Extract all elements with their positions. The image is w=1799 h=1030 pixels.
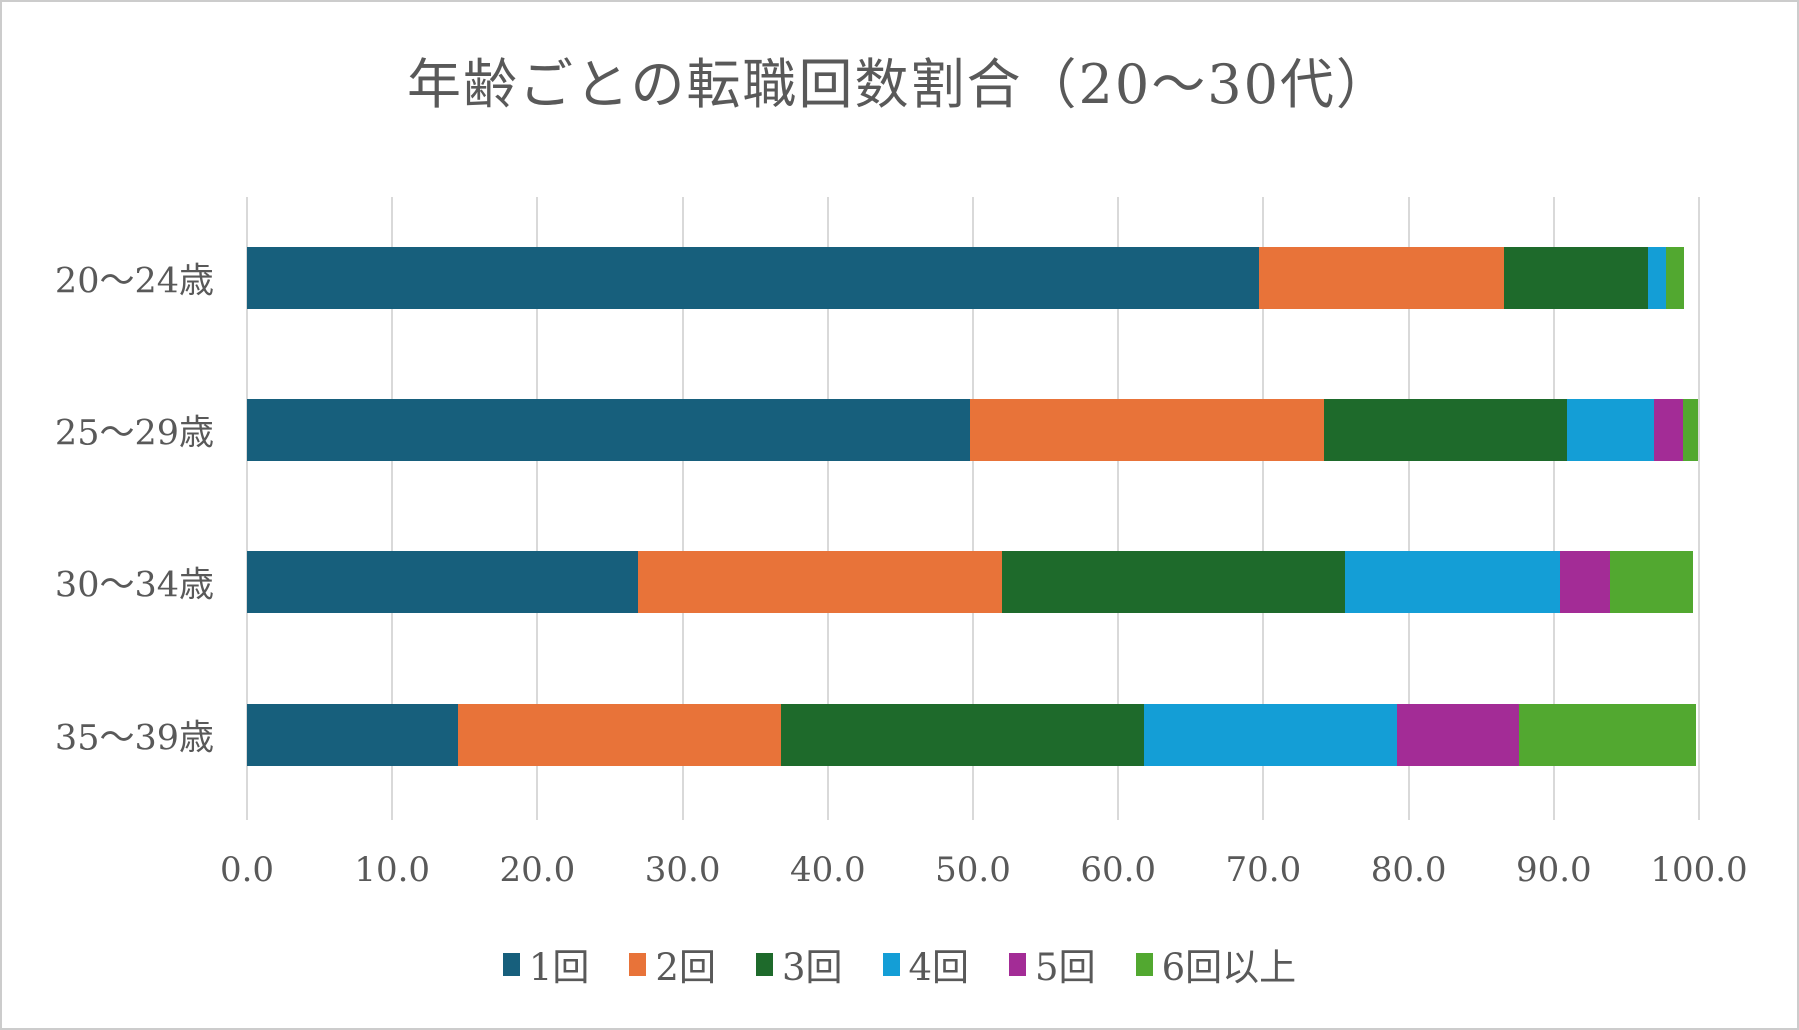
x-tick-label: 30.0 — [644, 850, 721, 890]
bar-segment — [1396, 704, 1519, 766]
legend-swatch — [502, 952, 520, 976]
x-tick-label: 90.0 — [1515, 850, 1592, 890]
legend-item: 4回 — [882, 937, 970, 991]
bar-segment — [1344, 551, 1560, 613]
legend-label: 4回 — [908, 946, 970, 989]
bar-segment — [247, 704, 458, 766]
bar-segment — [1518, 704, 1697, 766]
bar-row — [247, 704, 1699, 766]
y-category-label: 35〜39歳 — [54, 718, 214, 759]
x-tick-label: 40.0 — [789, 850, 866, 890]
bar-row — [247, 551, 1699, 613]
x-tick-label: 50.0 — [935, 850, 1011, 890]
bar-segment — [457, 704, 782, 766]
gridline — [826, 197, 829, 820]
bar-segment — [1653, 399, 1684, 461]
bar-segment — [637, 551, 1003, 613]
gridline — [1407, 197, 1410, 820]
gridline — [1262, 197, 1265, 820]
gridline — [1698, 197, 1700, 820]
bar-segment — [1665, 247, 1685, 309]
legend-swatch — [755, 952, 773, 976]
x-tick-label: 20.0 — [499, 850, 576, 890]
bar-segment — [247, 247, 1260, 309]
gridline — [391, 197, 394, 820]
legend-swatch — [882, 952, 900, 976]
bar-segment — [247, 551, 638, 613]
legend-swatch — [1135, 952, 1153, 976]
gridline — [246, 197, 248, 820]
bar-segment — [1002, 551, 1345, 613]
bar-segment — [1559, 551, 1611, 613]
legend-swatch — [1009, 952, 1027, 976]
x-tick-label: 80.0 — [1370, 850, 1447, 890]
bar-segment — [1324, 399, 1567, 461]
y-category-label: 25〜29歳 — [54, 413, 214, 454]
x-tick-label: 0.0 — [219, 850, 275, 890]
bar-row — [247, 247, 1699, 309]
bar-segment — [1648, 247, 1666, 309]
chart-title: 年齢ごとの転職回数割合（20〜30代） — [407, 53, 1392, 116]
bar-segment — [1504, 247, 1649, 309]
legend-item: 3回 — [755, 937, 843, 991]
legend-label: 5回 — [1035, 946, 1096, 989]
legend-item: 6回以上 — [1135, 937, 1297, 991]
bar-segment — [970, 399, 1325, 461]
bar-segment — [781, 704, 1145, 766]
y-category-label: 30〜34歳 — [54, 565, 214, 606]
bar-segment — [1566, 399, 1654, 461]
bar-segment — [1144, 704, 1397, 766]
x-tick-label: 60.0 — [1080, 850, 1157, 890]
bar-row — [247, 399, 1699, 461]
legend-item: 5回 — [1009, 937, 1096, 991]
legend-item: 2回 — [629, 937, 716, 991]
gridline — [681, 197, 684, 820]
x-tick-label: 10.0 — [354, 850, 431, 890]
x-tick-label: 100.0 — [1650, 850, 1748, 890]
gridline — [972, 197, 974, 820]
gridline — [536, 197, 539, 820]
x-tick-label: 70.0 — [1225, 850, 1302, 890]
legend-label: 1回 — [528, 946, 590, 989]
bar-segment — [1259, 247, 1505, 309]
legend: 1回 2回 3回 4回 5回 6回以上 — [2, 938, 1797, 990]
bar-segment — [1683, 399, 1698, 461]
gridline — [1552, 197, 1555, 820]
legend-label: 6回以上 — [1161, 946, 1297, 989]
bar-segment — [1610, 551, 1694, 613]
bar-segment — [247, 399, 971, 461]
legend-swatch — [629, 952, 647, 976]
legend-label: 3回 — [781, 946, 843, 989]
gridline — [1117, 197, 1120, 820]
legend-label: 2回 — [655, 946, 716, 989]
y-category-label: 20〜24歳 — [54, 261, 214, 302]
legend-item: 1回 — [502, 937, 590, 991]
